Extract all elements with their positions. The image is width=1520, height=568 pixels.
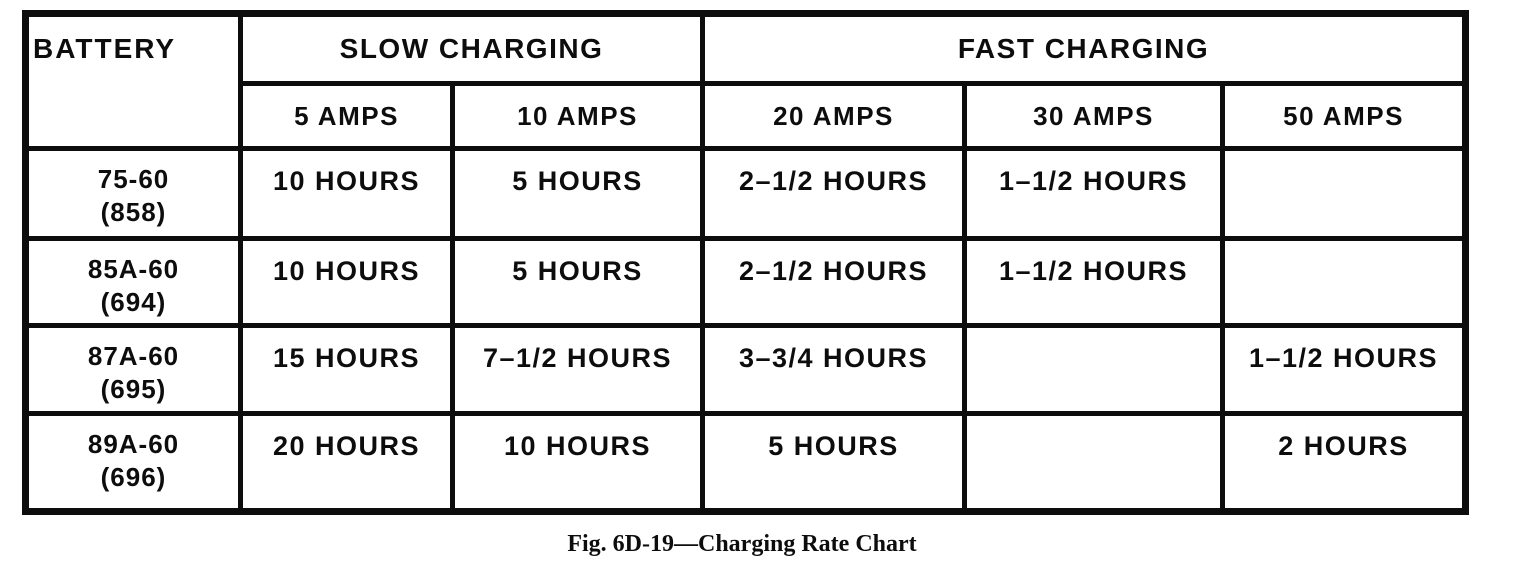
value-cell: 5 HOURS bbox=[450, 236, 705, 328]
charging-rate-table: BATTERY SLOW CHARGING FAST CHARGING 5 AM… bbox=[22, 10, 1470, 515]
value-cell: 5 HOURS bbox=[700, 411, 967, 514]
value-cell: 10 HOURS bbox=[450, 411, 705, 514]
table-row: 87A-60 (695) 15 HOURS 7–1/2 HOURS 3–3/4 … bbox=[23, 323, 1469, 416]
battery-cell: 85A-60 (694) bbox=[23, 236, 243, 328]
battery-cell: 75-60 (858) bbox=[23, 146, 243, 241]
table-header-group-row: BATTERY SLOW CHARGING FAST CHARGING bbox=[23, 11, 1469, 151]
value-cell: 5 HOURS bbox=[450, 146, 705, 241]
value-cell: 20 HOURS bbox=[238, 411, 455, 514]
battery-model: 75-60 bbox=[97, 164, 170, 194]
battery-part-number: (694) bbox=[100, 287, 167, 317]
battery-part-number: (695) bbox=[100, 374, 167, 404]
battery-cell: 89A-60 (696) bbox=[23, 411, 243, 514]
header-5-amps: 5 AMPS bbox=[238, 81, 455, 151]
table-header-amps-row: 5 AMPS 10 AMPS 20 AMPS 30 AMPS 50 AMPS bbox=[26, 81, 1469, 151]
battery-model: 89A-60 bbox=[87, 429, 180, 459]
battery-cell: 87A-60 (695) bbox=[23, 323, 243, 416]
header-battery: BATTERY bbox=[23, 11, 243, 151]
value-cell: 1–1/2 HOURS bbox=[962, 146, 1225, 241]
value-cell-empty bbox=[962, 411, 1225, 514]
table-row: 89A-60 (696) 20 HOURS 10 HOURS 5 HOURS 2… bbox=[23, 411, 1469, 514]
battery-model: 85A-60 bbox=[87, 254, 180, 284]
value-cell-empty bbox=[1219, 146, 1469, 241]
header-fast-charging: FAST CHARGING bbox=[699, 11, 1469, 86]
value-cell: 2–1/2 HOURS bbox=[700, 236, 967, 328]
header-30-amps: 30 AMPS bbox=[962, 81, 1225, 151]
value-cell: 1–1/2 HOURS bbox=[962, 236, 1225, 328]
battery-part-number: (696) bbox=[100, 462, 167, 492]
header-slow-charging: SLOW CHARGING bbox=[238, 11, 705, 86]
table-row: 85A-60 (694) 10 HOURS 5 HOURS 2–1/2 HOUR… bbox=[23, 236, 1469, 328]
battery-model: 87A-60 bbox=[87, 341, 180, 371]
value-cell-empty bbox=[962, 323, 1225, 416]
header-20-amps: 20 AMPS bbox=[700, 81, 967, 151]
battery-part-number: (858) bbox=[100, 197, 167, 227]
value-cell: 3–3/4 HOURS bbox=[700, 323, 967, 416]
value-cell: 10 HOURS bbox=[238, 146, 455, 241]
value-cell-empty bbox=[1219, 236, 1469, 328]
header-10-amps: 10 AMPS bbox=[450, 81, 705, 151]
header-50-amps: 50 AMPS bbox=[1219, 81, 1469, 151]
figure-caption: Fig. 6D-19—Charging Rate Chart bbox=[567, 531, 917, 557]
value-cell: 1–1/2 HOURS bbox=[1219, 323, 1469, 416]
value-cell: 7–1/2 HOURS bbox=[450, 323, 705, 416]
table-row: 75-60 (858) 10 HOURS 5 HOURS 2–1/2 HOURS… bbox=[23, 146, 1469, 241]
value-cell: 2–1/2 HOURS bbox=[700, 146, 967, 241]
value-cell: 15 HOURS bbox=[238, 323, 455, 416]
value-cell: 2 HOURS bbox=[1219, 411, 1469, 514]
value-cell: 10 HOURS bbox=[238, 236, 455, 328]
